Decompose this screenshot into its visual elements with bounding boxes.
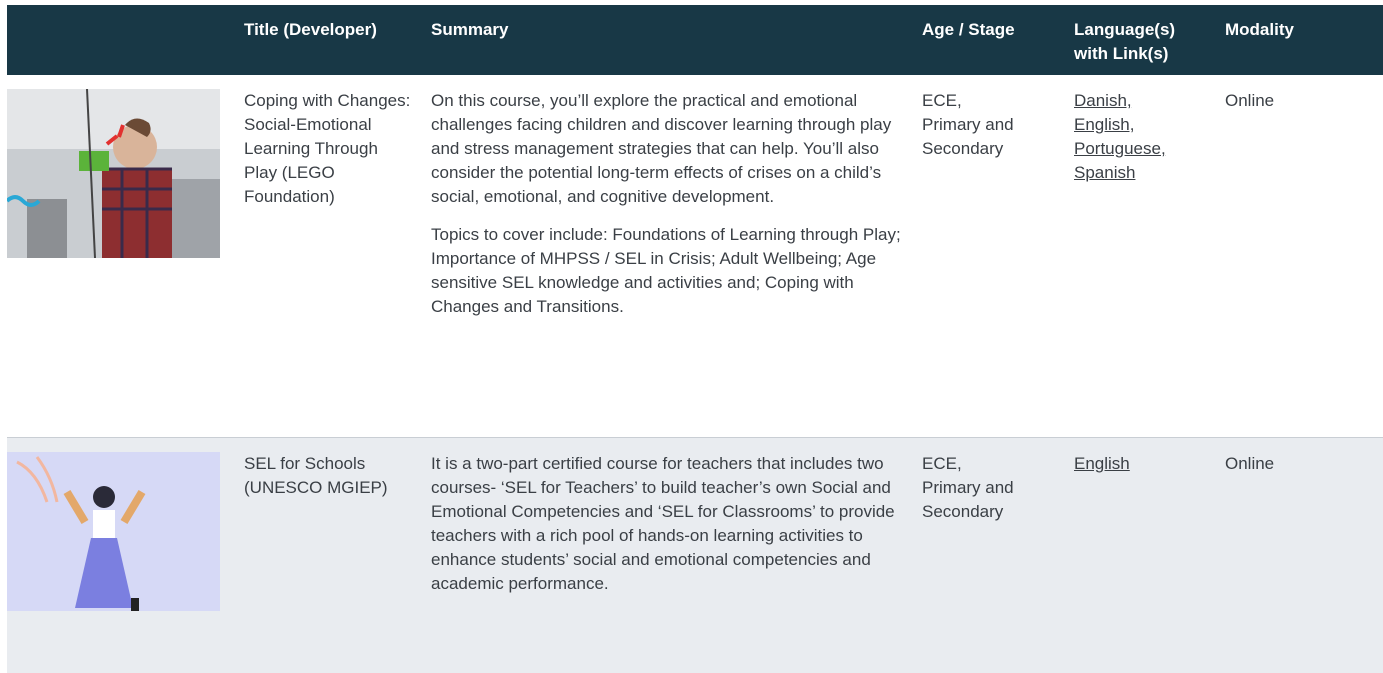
age-text: ECE, Primary and Secondary (922, 91, 1014, 158)
header-row: Title (Developer) Summary Age / Stage Langu… (7, 5, 1383, 75)
header-cell: Age / Stage (914, 5, 1066, 75)
summary-cell: It is a two-part certified course for te… (423, 437, 914, 673)
summary-paragraph: Topics to cover include: Foundations of … (431, 225, 901, 316)
language-link[interactable]: Spanish (1074, 163, 1136, 182)
age-cell: ECE, Primary and Secondary (914, 437, 1066, 673)
summary-cell: On this course, you’ll explore the pract… (423, 75, 914, 438)
age-cell: ECE, Primary and Secondary (914, 75, 1066, 438)
modality-cell: Online (1217, 75, 1383, 438)
header-cell: Summary (423, 5, 914, 75)
header-cell: Modality (1217, 5, 1383, 75)
summary-paragraph: It is a two-part certified course for te… (431, 453, 895, 593)
header-cell: Title (Developer) (236, 5, 423, 75)
course-illustration (7, 451, 220, 611)
language-link[interactable]: Danish, (1074, 91, 1132, 110)
header-cell: Language(s) with Link(s) (1066, 5, 1217, 75)
language-cell: English (1066, 437, 1217, 673)
header-blank (7, 5, 236, 75)
image-cell (7, 437, 236, 673)
language-link[interactable]: English, (1074, 115, 1135, 134)
title-cell: Coping with Changes: Social-Emotional Le… (236, 75, 423, 438)
page: Title (Developer) Summary Age / Stage Langu… (0, 5, 1383, 673)
table-body: Coping with Changes: Social-Emotional Le… (5, 75, 1383, 673)
summary-paragraph: On this course, you’ll explore the pract… (431, 91, 892, 206)
language-link[interactable]: Portuguese, (1074, 139, 1166, 158)
language-cell: Danish, English, Portuguese, Spanish (1066, 75, 1217, 438)
course-photo (5, 88, 220, 259)
age-text: ECE, Primary and Secondary (922, 453, 1014, 521)
table-row: SEL for Schools (UNESCO MGIEP) It is a tw… (7, 437, 1383, 673)
language-link[interactable]: English (1074, 453, 1130, 473)
modality-cell: Online (1217, 437, 1383, 673)
table-row: Coping with Changes: Social-Emotional Le… (5, 75, 1383, 438)
course-table: Title (Developer) Summary Age / Stage Langu… (5, 5, 1383, 673)
image-cell (5, 75, 236, 438)
title-cell: SEL for Schools (UNESCO MGIEP) (236, 437, 423, 673)
